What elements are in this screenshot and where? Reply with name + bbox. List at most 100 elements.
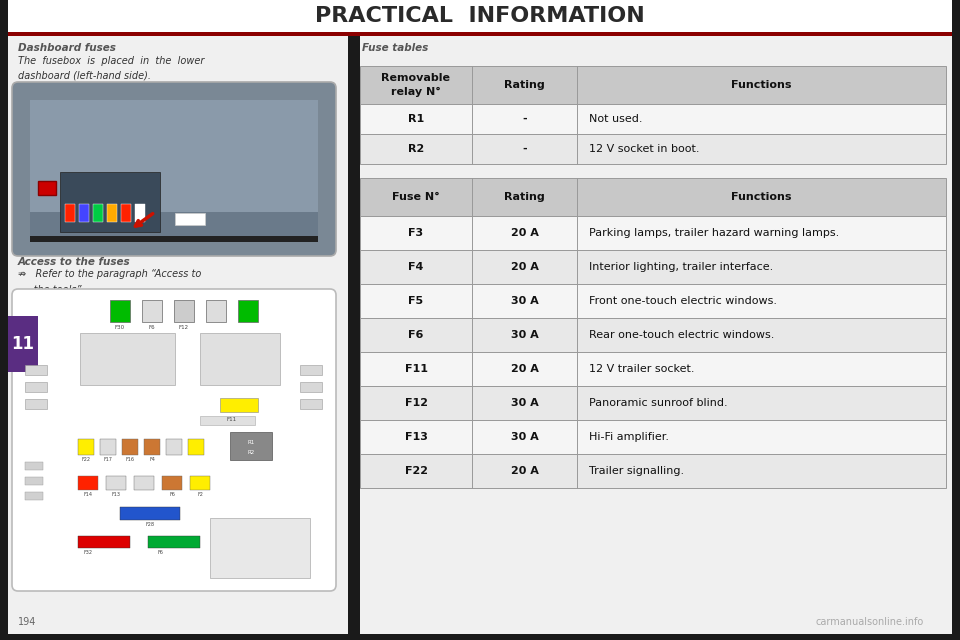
Text: Not used.: Not used. (589, 114, 642, 124)
Text: Hi-Fi amplifier.: Hi-Fi amplifier. (589, 432, 669, 442)
Text: F6: F6 (169, 492, 175, 497)
Text: 30 A: 30 A (511, 398, 539, 408)
Text: 20 A: 20 A (511, 364, 539, 374)
Text: F22: F22 (82, 457, 90, 462)
Text: 30 A: 30 A (511, 432, 539, 442)
Text: F30: F30 (115, 325, 125, 330)
Bar (210, 518, 310, 578)
Text: F12: F12 (179, 325, 189, 330)
Bar (135, 204, 145, 222)
Bar (65, 204, 75, 222)
Bar (25, 462, 43, 470)
Bar (360, 250, 946, 284)
Text: F11: F11 (404, 364, 427, 374)
Text: F6: F6 (149, 325, 156, 330)
Bar (230, 432, 272, 460)
Bar (106, 476, 126, 490)
Bar (121, 204, 131, 222)
Bar (952, 0, 960, 640)
Bar (107, 204, 117, 222)
Bar (30, 100, 318, 240)
Text: Rating: Rating (504, 192, 545, 202)
Bar (300, 382, 322, 392)
Bar (134, 476, 154, 490)
Bar (360, 386, 946, 420)
Text: F13: F13 (404, 432, 427, 442)
Text: F13: F13 (111, 492, 121, 497)
Text: F11: F11 (227, 417, 237, 422)
Text: F3: F3 (408, 228, 423, 238)
Text: F6: F6 (157, 550, 163, 555)
Text: -: - (522, 144, 527, 154)
Bar (100, 439, 116, 455)
Bar (78, 476, 98, 490)
Bar (360, 284, 946, 318)
Bar (38, 181, 56, 195)
Text: F4: F4 (408, 262, 423, 272)
Text: -: - (522, 114, 527, 124)
Bar (166, 439, 182, 455)
Bar (300, 399, 322, 409)
Text: F32: F32 (84, 550, 92, 555)
Bar (238, 300, 258, 322)
Bar (0, 0, 8, 640)
Text: Front one-touch electric windows.: Front one-touch electric windows. (589, 296, 777, 306)
Bar (360, 352, 946, 386)
Text: R2: R2 (248, 449, 254, 454)
Bar (122, 439, 138, 455)
Bar (25, 477, 43, 485)
Text: Fuse N°: Fuse N° (392, 192, 440, 202)
Text: Parking lamps, trailer hazard warning lamps.: Parking lamps, trailer hazard warning la… (589, 228, 839, 238)
Bar (300, 365, 322, 375)
Text: carmanualsonline.info: carmanualsonline.info (816, 617, 924, 627)
FancyBboxPatch shape (12, 82, 336, 256)
Bar (360, 216, 946, 250)
Text: Interior lighting, trailer interface.: Interior lighting, trailer interface. (589, 262, 773, 272)
Bar (200, 333, 280, 385)
Bar (162, 476, 182, 490)
Bar (175, 213, 205, 225)
Bar (360, 318, 946, 352)
Text: PRACTICAL  INFORMATION: PRACTICAL INFORMATION (315, 6, 645, 26)
Text: 20 A: 20 A (511, 262, 539, 272)
Text: 20 A: 20 A (511, 466, 539, 476)
Text: R2: R2 (408, 144, 424, 154)
Text: Fuse tables: Fuse tables (362, 43, 428, 53)
Bar (8, 32, 952, 36)
Text: Functions: Functions (732, 80, 792, 90)
Text: 12 V trailer socket.: 12 V trailer socket. (589, 364, 694, 374)
FancyBboxPatch shape (12, 289, 336, 591)
Text: Trailer signalling.: Trailer signalling. (589, 466, 684, 476)
Bar (360, 454, 946, 488)
Text: F17: F17 (104, 457, 112, 462)
Text: 30 A: 30 A (511, 296, 539, 306)
Text: F16: F16 (126, 457, 134, 462)
Bar (348, 36, 360, 634)
Text: ⇏   Refer to the paragraph “Access to
     the tools”.: ⇏ Refer to the paragraph “Access to the … (18, 269, 202, 295)
Bar (78, 439, 94, 455)
Bar (360, 66, 946, 104)
Bar (78, 536, 130, 548)
Bar (200, 416, 255, 425)
Text: 194: 194 (18, 617, 36, 627)
Text: Removable
relay N°: Removable relay N° (381, 74, 450, 97)
Bar (93, 204, 103, 222)
Text: 12 V socket in boot.: 12 V socket in boot. (589, 144, 700, 154)
Bar (25, 365, 47, 375)
Text: F14: F14 (84, 492, 92, 497)
Text: Access to the fuses: Access to the fuses (18, 257, 131, 267)
Text: 20 A: 20 A (511, 228, 539, 238)
Text: 11: 11 (12, 335, 35, 353)
Text: Rear one-touch electric windows.: Rear one-touch electric windows. (589, 330, 775, 340)
Bar (190, 476, 210, 490)
Bar (60, 172, 160, 232)
Bar (8, 0, 952, 32)
Text: 30 A: 30 A (511, 330, 539, 340)
Bar (360, 178, 946, 216)
Text: Panoramic sunroof blind.: Panoramic sunroof blind. (589, 398, 728, 408)
Bar (360, 420, 946, 454)
Bar (25, 399, 47, 409)
Text: R1: R1 (408, 114, 424, 124)
Bar (0, 634, 960, 640)
Bar (142, 300, 162, 322)
